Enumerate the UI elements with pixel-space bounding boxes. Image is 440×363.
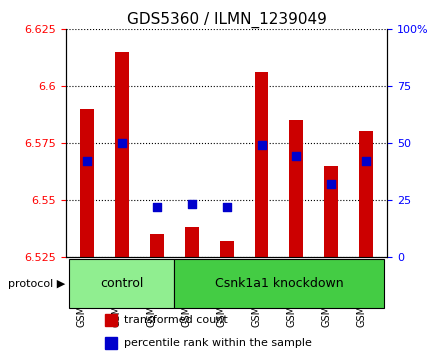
Bar [115,52,129,257]
Bar [80,109,94,257]
Bar [220,241,234,257]
Point [293,154,300,159]
Text: percentile rank within the sample: percentile rank within the sample [124,338,312,348]
FancyBboxPatch shape [70,259,174,309]
Title: GDS5360 / ILMN_1239049: GDS5360 / ILMN_1239049 [127,12,326,28]
Point [258,142,265,148]
Point [188,201,195,207]
Bar [359,131,373,257]
Text: Csnk1a1 knockdown: Csnk1a1 knockdown [215,277,343,290]
Text: transformed count: transformed count [124,315,227,325]
Point [118,140,125,146]
Text: control: control [100,277,143,290]
Bar [105,314,117,326]
Bar [324,166,338,257]
Point [84,158,91,164]
Point [363,158,370,164]
FancyBboxPatch shape [174,259,384,309]
Bar [254,72,268,257]
Text: protocol ▶: protocol ▶ [8,279,65,289]
Bar [105,337,117,349]
Bar [185,227,199,257]
Bar [150,234,164,257]
Bar [290,120,304,257]
Point [328,181,335,187]
Point [223,204,230,209]
Point [153,204,160,209]
